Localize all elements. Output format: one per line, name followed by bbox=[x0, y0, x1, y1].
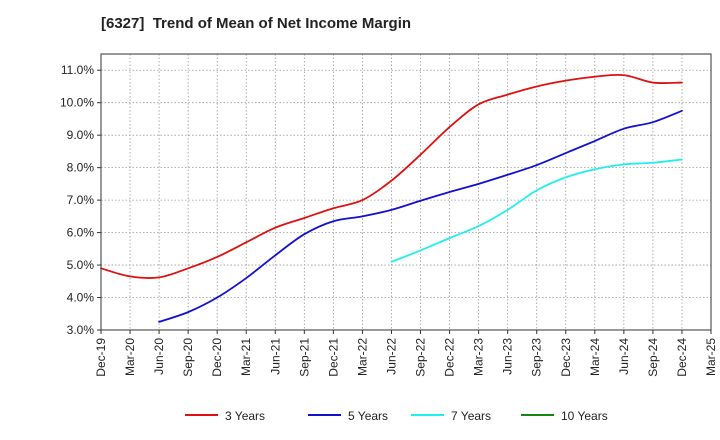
series-line-3-years bbox=[100, 73, 683, 279]
x-tick-label: Mar-23 bbox=[472, 338, 486, 376]
x-tick-label: Mar-24 bbox=[588, 338, 602, 376]
x-tick-label: Jun-24 bbox=[617, 338, 631, 375]
x-tick-label: Dec-24 bbox=[675, 338, 689, 377]
legend-label-3-years: 3 Years bbox=[225, 409, 265, 423]
chart-title: [6327] Trend of Mean of Net Income Margi… bbox=[101, 15, 412, 32]
y-tick-label: 5.0% bbox=[67, 258, 95, 272]
x-tick-label: Jun-21 bbox=[268, 338, 282, 375]
x-axis: Dec-19 Mar-20 Jun-20 Sep-20 Dec-20 Mar-21 Jun-… bbox=[94, 330, 718, 377]
x-tick-label: Dec-21 bbox=[326, 338, 340, 377]
y-tick-label: 3.0% bbox=[67, 323, 95, 337]
series-line-5-years bbox=[158, 109, 683, 323]
x-tick-label: Dec-20 bbox=[210, 338, 224, 377]
x-tick-label: Jun-20 bbox=[152, 338, 166, 375]
x-tick-label: Sep-20 bbox=[181, 338, 195, 377]
y-tick-label: 9.0% bbox=[67, 128, 95, 142]
plot-frame bbox=[100, 53, 712, 331]
y-tick-label: 7.0% bbox=[67, 193, 95, 207]
x-tick-label: Sep-24 bbox=[646, 338, 660, 377]
x-tick-label: Mar-20 bbox=[123, 338, 137, 376]
y-tick-label: 10.0% bbox=[60, 96, 94, 110]
legend-label-10-years: 10 Years bbox=[561, 409, 608, 423]
y-axis: 3.0% 4.0% 5.0% 6.0% 7.0% 8.0% 9.0% 10.0% 11.0% bbox=[60, 63, 101, 337]
series-line-7-years bbox=[390, 158, 683, 263]
x-tick-label: Sep-23 bbox=[530, 338, 544, 377]
x-tick-label: Mar-22 bbox=[355, 338, 369, 376]
x-tick-label: Dec-23 bbox=[559, 338, 573, 377]
x-tick-label: Sep-21 bbox=[297, 338, 311, 377]
x-tick-label: Jun-23 bbox=[501, 338, 515, 375]
legend-label-7-years: 7 Years bbox=[451, 409, 491, 423]
y-tick-label: 4.0% bbox=[67, 291, 95, 305]
y-tick-label: 11.0% bbox=[61, 63, 94, 77]
x-tick-label: Mar-25 bbox=[704, 338, 718, 376]
legend-label-5-years: 5 Years bbox=[348, 409, 388, 423]
x-tick-label: Mar-21 bbox=[239, 338, 253, 376]
series-lines bbox=[100, 73, 683, 323]
x-tick-label: Sep-22 bbox=[414, 338, 428, 377]
y-tick-label: 6.0% bbox=[67, 226, 95, 240]
legend: 3 Years 5 Years 7 Years 10 Years bbox=[185, 409, 608, 423]
x-tick-label: Jun-22 bbox=[384, 338, 398, 375]
plot-background bbox=[101, 54, 711, 330]
x-tick-label: Dec-19 bbox=[94, 338, 108, 377]
y-tick-label: 8.0% bbox=[67, 161, 95, 175]
x-tick-label: Dec-22 bbox=[443, 338, 457, 377]
